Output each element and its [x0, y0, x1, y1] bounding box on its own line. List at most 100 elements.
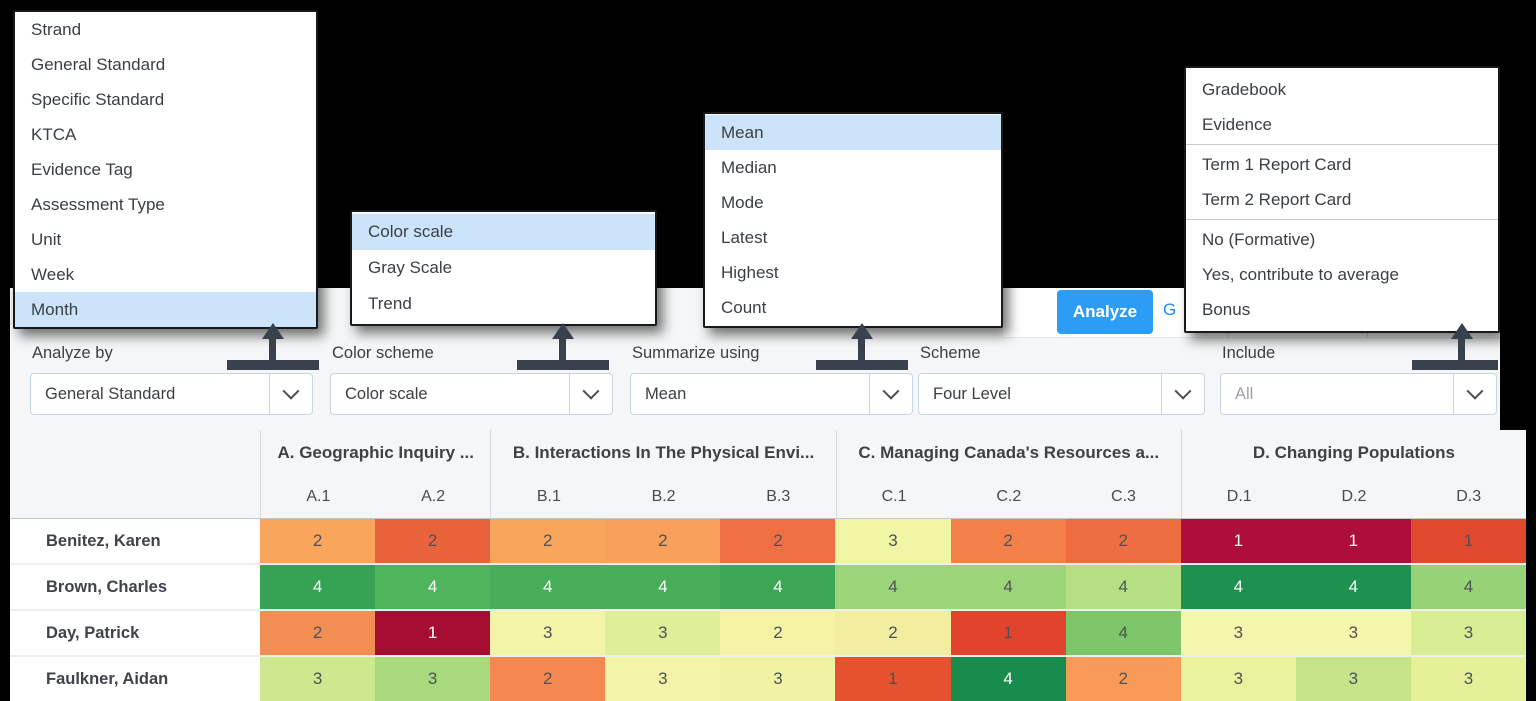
menu-divider: [1186, 219, 1498, 220]
grade-cell[interactable]: 1: [1295, 519, 1411, 563]
menu-item-mean[interactable]: Mean: [705, 115, 1001, 150]
grade-cell[interactable]: 3: [835, 519, 951, 563]
chevron-down-icon[interactable]: [869, 374, 912, 414]
grade-cell[interactable]: 4: [1065, 611, 1181, 655]
grade-cell[interactable]: 4: [1180, 565, 1296, 609]
grade-cell[interactable]: 4: [605, 565, 721, 609]
grade-cell[interactable]: 3: [1180, 611, 1296, 655]
menu-item-evidence[interactable]: Evidence: [1202, 115, 1272, 134]
grade-cell[interactable]: 3: [605, 611, 721, 655]
control-include: Include All: [1220, 344, 1497, 415]
include-dropdown-menu: Gradebook Evidence Term 1 Report Card Term …: [1184, 66, 1500, 333]
grade-cell[interactable]: 3: [605, 657, 721, 701]
grade-cell[interactable]: 1: [950, 611, 1066, 655]
table-body: Benitez, Karen 2 2 2 2 2 3 2 2 1 1 1 Brown, Charles 4…: [10, 519, 1527, 701]
color-scheme-select[interactable]: Color scale: [330, 373, 613, 415]
menu-item-term-2-report-card[interactable]: Term 2 Report Card: [1202, 190, 1352, 209]
analyze-button[interactable]: Analyze: [1057, 290, 1153, 334]
menu-item-general-standard[interactable]: General Standard: [31, 55, 166, 74]
tab-gradebook-partial[interactable]: G: [1163, 300, 1177, 319]
menu-item-gray-scale[interactable]: Gray Scale: [368, 258, 453, 277]
grade-cell[interactable]: 2: [950, 519, 1066, 563]
grade-cell[interactable]: 4: [260, 565, 376, 609]
menu-item-unit[interactable]: Unit: [31, 230, 62, 249]
grade-cell[interactable]: 3: [375, 657, 491, 701]
table-header: A. Geographic Inquiry ... B. Interactions…: [10, 430, 1526, 519]
menu-item-highest[interactable]: Highest: [721, 263, 779, 282]
grade-cell[interactable]: 2: [1065, 519, 1181, 563]
table-row: Day, Patrick 2 1 3 3 2 2 1 4 3 3 3: [10, 609, 1527, 655]
grade-cell[interactable]: 4: [490, 565, 606, 609]
grade-cell[interactable]: 2: [490, 657, 606, 701]
menu-item-color-scale[interactable]: Color scale: [352, 214, 655, 250]
grade-cell[interactable]: 4: [375, 565, 491, 609]
grade-cell[interactable]: 4: [835, 565, 951, 609]
menu-item-bonus[interactable]: Bonus: [1202, 300, 1251, 319]
grade-cell[interactable]: 3: [260, 657, 376, 701]
grade-cell[interactable]: 4: [1065, 565, 1181, 609]
grade-cell[interactable]: 2: [260, 611, 376, 655]
grade-cell[interactable]: 2: [260, 519, 376, 563]
grade-cell[interactable]: 3: [1410, 611, 1527, 655]
menu-item-strand[interactable]: Strand: [31, 20, 82, 39]
table-row: Brown, Charles 4 4 4 4 4 4 4 4 4 4 4: [10, 563, 1527, 609]
grade-cell[interactable]: 2: [720, 519, 836, 563]
summarize-using-value: Mean: [645, 384, 687, 403]
grade-cell[interactable]: 1: [375, 611, 491, 655]
grade-cell[interactable]: 4: [950, 565, 1066, 609]
menu-item-gradebook[interactable]: Gradebook: [1202, 80, 1287, 99]
menu-item-assessment-type[interactable]: Assessment Type: [31, 195, 165, 214]
column-header: D.2: [1341, 488, 1367, 505]
grade-cell[interactable]: 1: [1410, 519, 1527, 563]
menu-item-ktca[interactable]: KTCA: [31, 125, 77, 144]
grade-cell[interactable]: 3: [1180, 657, 1296, 701]
menu-item-count[interactable]: Count: [721, 298, 767, 317]
menu-item-yes-contribute-to-average[interactable]: Yes, contribute to average: [1202, 265, 1399, 284]
summarize-using-select[interactable]: Mean: [630, 373, 913, 415]
chevron-down-icon[interactable]: [1453, 374, 1496, 414]
grade-cell[interactable]: 2: [490, 519, 606, 563]
menu-item-evidence-tag[interactable]: Evidence Tag: [31, 160, 133, 179]
scheme-select[interactable]: Four Level: [918, 373, 1205, 415]
grade-cell[interactable]: 2: [1065, 657, 1181, 701]
menu-item-month[interactable]: Month: [15, 292, 316, 327]
menu-item-term-1-report-card[interactable]: Term 1 Report Card: [1202, 155, 1352, 174]
grade-cell[interactable]: 2: [375, 519, 491, 563]
gradebook-heatmap-table: A. Geographic Inquiry ... B. Interactions…: [10, 430, 1527, 701]
grade-cell[interactable]: 3: [1410, 657, 1527, 701]
grade-cell[interactable]: 1: [835, 657, 951, 701]
column-header: C.1: [835, 476, 952, 518]
chevron-down-icon[interactable]: [269, 374, 312, 414]
menu-item-week[interactable]: Week: [31, 265, 75, 284]
menu-item-specific-standard[interactable]: Specific Standard: [31, 90, 165, 109]
black-corner-cover: [1500, 288, 1526, 430]
grade-cell[interactable]: 4: [1295, 565, 1411, 609]
header-spacer: [10, 430, 260, 476]
student-name: Day, Patrick: [10, 611, 260, 655]
analyze-by-select[interactable]: General Standard: [30, 373, 313, 415]
grade-cell[interactable]: 1: [1180, 519, 1296, 563]
grade-cell[interactable]: 2: [835, 611, 951, 655]
include-select[interactable]: All: [1220, 373, 1497, 415]
grade-cell[interactable]: 3: [1295, 611, 1411, 655]
chevron-down-icon[interactable]: [1161, 374, 1204, 414]
grade-cell[interactable]: 2: [605, 519, 721, 563]
grade-cell[interactable]: 3: [720, 657, 836, 701]
grade-cell[interactable]: 2: [720, 611, 836, 655]
control-summarize-using: Summarize using Mean: [630, 344, 913, 415]
group-header: A. Geographic Inquiry ...: [260, 430, 490, 476]
chevron-down-icon[interactable]: [569, 374, 612, 414]
grade-cell[interactable]: 4: [950, 657, 1066, 701]
column-header: D.1: [1180, 476, 1297, 518]
menu-item-no-formative-[interactable]: No (Formative): [1202, 230, 1316, 249]
grade-cell[interactable]: 3: [1295, 657, 1411, 701]
control-analyze-by: Analyze by General Standard: [30, 344, 313, 415]
menu-item-median[interactable]: Median: [721, 158, 777, 177]
grade-cell[interactable]: 4: [720, 565, 836, 609]
column-header: A.2: [421, 488, 446, 505]
grade-cell[interactable]: 4: [1410, 565, 1527, 609]
menu-item-latest[interactable]: Latest: [721, 228, 768, 247]
grade-cell[interactable]: 3: [490, 611, 606, 655]
menu-item-mode[interactable]: Mode: [721, 193, 764, 212]
menu-item-trend[interactable]: Trend: [368, 294, 412, 313]
